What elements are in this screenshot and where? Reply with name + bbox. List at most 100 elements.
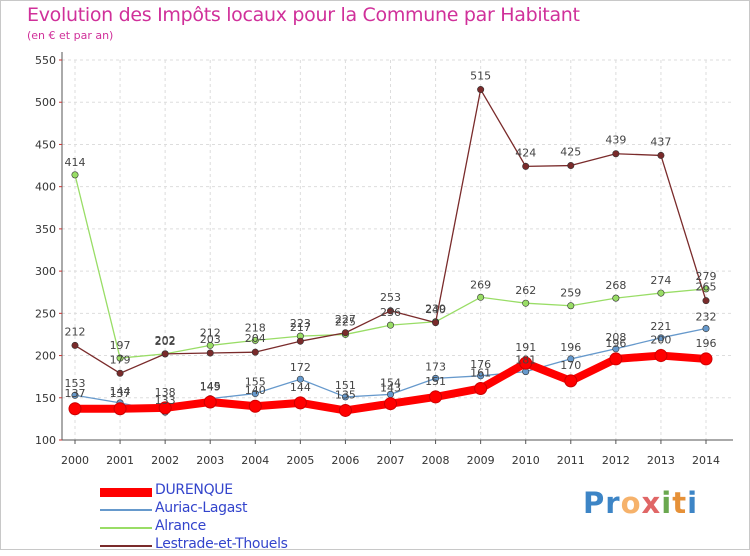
data-label: 202 — [155, 335, 176, 348]
data-point — [296, 375, 304, 383]
data-label: 236 — [380, 306, 401, 319]
x-tick-label: 2002 — [151, 454, 179, 467]
chart-title: Evolution des Impôts locaux pour la Comm… — [27, 4, 580, 26]
data-label: 137 — [110, 387, 131, 400]
data-point — [248, 399, 262, 413]
legend-swatch — [100, 527, 152, 529]
x-tick-label: 2008 — [422, 454, 450, 467]
y-tick-label: 500 — [35, 96, 56, 109]
data-label: 223 — [290, 317, 311, 330]
x-tick-label: 2011 — [557, 454, 585, 467]
data-label: 197 — [110, 339, 131, 352]
data-label: 221 — [650, 320, 671, 333]
logo-letter: x — [641, 486, 662, 520]
x-tick-label: 2013 — [647, 454, 675, 467]
data-point — [477, 372, 485, 380]
data-label: 225 — [335, 315, 356, 328]
data-label: 172 — [290, 361, 311, 374]
data-label: 212 — [200, 326, 221, 339]
data-label: 239 — [425, 303, 446, 316]
data-point — [251, 336, 259, 344]
data-label: 218 — [245, 321, 266, 334]
data-label: 259 — [560, 287, 581, 300]
data-point — [564, 374, 578, 388]
data-label: 179 — [110, 353, 131, 366]
data-point — [612, 150, 620, 158]
data-point — [657, 151, 665, 159]
y-tick-label: 450 — [35, 138, 56, 151]
data-label: 425 — [560, 146, 581, 159]
x-tick-label: 2012 — [602, 454, 630, 467]
data-point — [567, 302, 575, 310]
data-point — [612, 345, 620, 353]
data-label: 200 — [650, 334, 671, 347]
data-point — [477, 293, 485, 301]
logo-letter: r — [605, 486, 621, 520]
data-label: 515 — [470, 70, 491, 83]
data-point — [567, 162, 575, 170]
data-label: 155 — [245, 376, 266, 389]
data-point — [71, 171, 79, 179]
data-point — [432, 374, 440, 382]
data-label: 151 — [425, 375, 446, 388]
y-tick-label: 550 — [35, 54, 56, 67]
data-point — [654, 349, 668, 363]
x-tick-label: 2005 — [286, 454, 314, 467]
data-point — [432, 319, 440, 327]
data-label: 265 — [696, 281, 717, 294]
data-label: 173 — [425, 360, 446, 373]
data-label: 208 — [605, 331, 626, 344]
legend-item: Auriac-Lagast — [100, 500, 360, 520]
x-tick-label: 2010 — [512, 454, 540, 467]
data-point — [386, 307, 394, 315]
data-point — [296, 337, 304, 345]
data-point — [341, 393, 349, 401]
data-point — [477, 86, 485, 94]
data-point — [206, 341, 214, 349]
logo-letter: P — [583, 486, 606, 520]
y-tick-label: 150 — [35, 392, 56, 405]
x-tick-label: 2007 — [377, 454, 405, 467]
legend-swatch — [100, 545, 152, 547]
legend-label: Auriac-Lagast — [155, 500, 248, 516]
legend-swatch — [100, 487, 152, 497]
data-point — [161, 350, 169, 358]
y-tick-label: 400 — [35, 181, 56, 194]
data-point — [657, 334, 665, 342]
data-point — [116, 369, 124, 377]
data-label: 212 — [65, 325, 86, 338]
data-point — [702, 325, 710, 333]
data-label: 232 — [696, 311, 717, 324]
data-point — [699, 352, 713, 366]
x-tick-label: 2009 — [467, 454, 495, 467]
data-point — [251, 390, 259, 398]
data-label: 203 — [200, 333, 221, 346]
data-label: 149 — [200, 381, 221, 394]
logo-letter: o — [620, 486, 642, 520]
data-label: 424 — [515, 146, 536, 159]
legend-label: Lestrade-et-Thouels — [155, 536, 288, 552]
data-point — [113, 402, 127, 416]
data-point — [522, 162, 530, 170]
data-point — [567, 355, 575, 363]
data-label: 227 — [335, 313, 356, 326]
data-point — [609, 352, 623, 366]
data-point — [116, 354, 124, 362]
logo-letter: t — [672, 486, 688, 520]
legend-item: DURENQUE — [100, 482, 360, 502]
proxiti-logo: Proxiti — [583, 486, 698, 520]
data-label: 140 — [245, 384, 266, 397]
data-point — [71, 391, 79, 399]
data-point — [251, 348, 259, 356]
y-tick-label: 250 — [35, 307, 56, 320]
data-label: 196 — [560, 341, 581, 354]
legend: DURENQUE Auriac-Lagast Alrance Lestrade-et-… — [100, 482, 360, 556]
data-label: 269 — [470, 278, 491, 291]
legend-label: DURENQUE — [155, 482, 233, 498]
data-label: 151 — [335, 379, 356, 392]
y-tick-label: 300 — [35, 265, 56, 278]
data-point — [293, 396, 307, 410]
x-tick-label: 2003 — [196, 454, 224, 467]
data-label: 170 — [560, 359, 581, 372]
